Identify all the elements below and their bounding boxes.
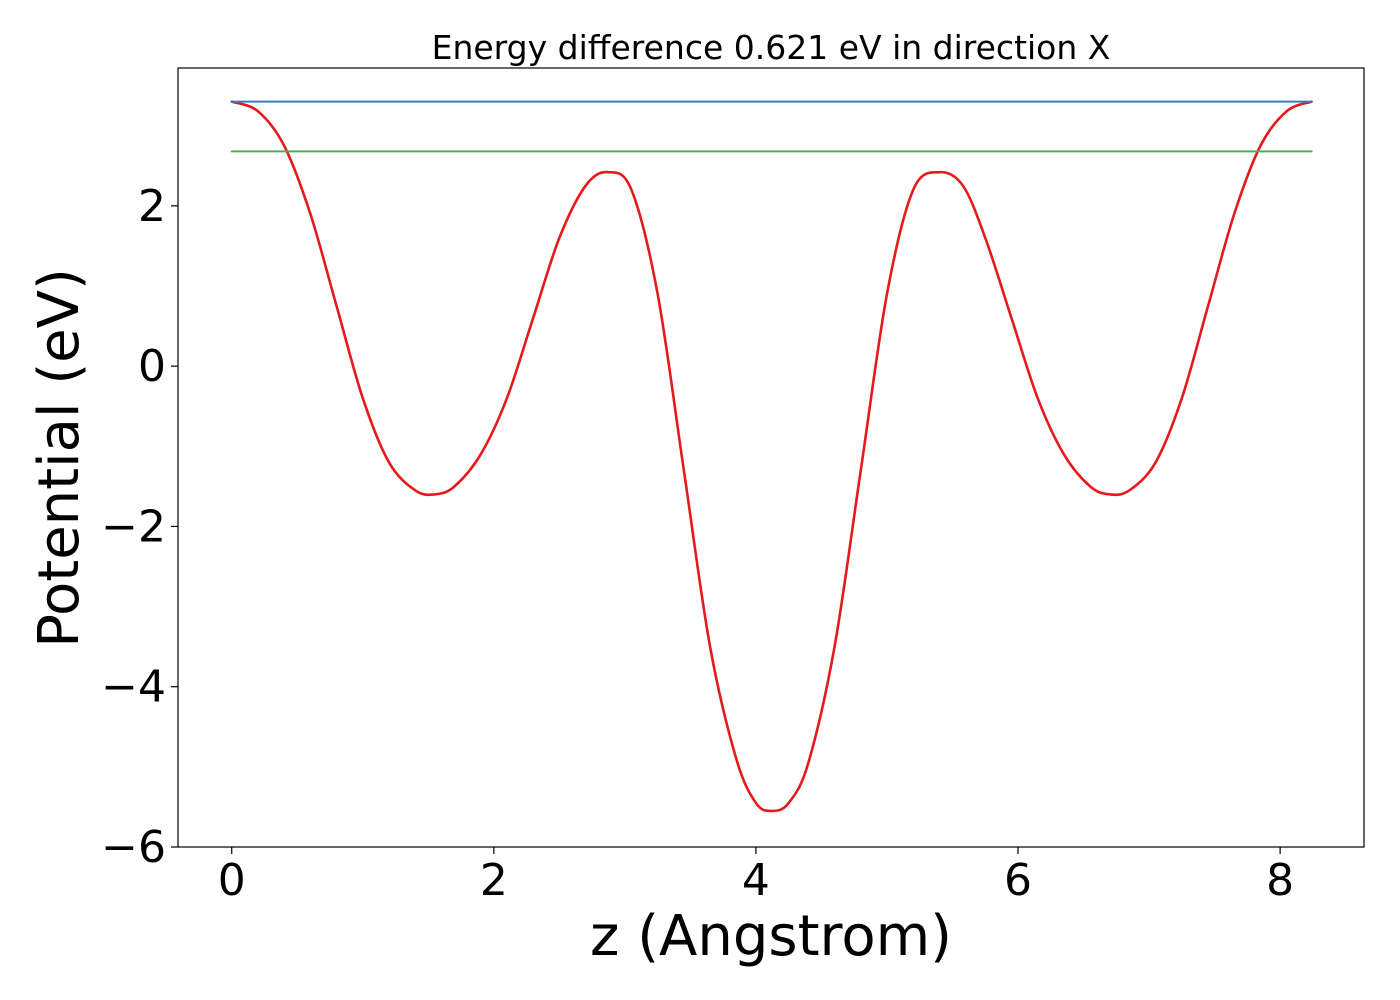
x-tick-label: 4 bbox=[742, 855, 770, 906]
y-tick-label: −4 bbox=[101, 662, 166, 713]
series-layer bbox=[230, 100, 1313, 813]
plot-frame bbox=[177, 67, 1365, 848]
y-axis: −6 −4 −2 0 2 bbox=[101, 181, 178, 873]
x-tick-label: 0 bbox=[218, 855, 246, 906]
x-tick-label: 8 bbox=[1266, 855, 1294, 906]
y-tick-label: −2 bbox=[101, 501, 166, 552]
y-tick-label: 0 bbox=[138, 341, 166, 392]
y-tick-label: 2 bbox=[138, 181, 166, 232]
x-tick-label: 2 bbox=[480, 855, 508, 906]
x-axis: 0 2 4 6 8 bbox=[218, 847, 1294, 906]
x-axis-label: z (Angstrom) bbox=[590, 904, 952, 969]
y-axis-label: Potential (eV) bbox=[27, 268, 92, 648]
chart-title: Energy difference 0.621 eV in direction … bbox=[432, 28, 1111, 67]
x-tick-label: 6 bbox=[1004, 855, 1032, 906]
y-tick-label: −6 bbox=[101, 822, 166, 873]
series-line-0 bbox=[230, 100, 1313, 813]
